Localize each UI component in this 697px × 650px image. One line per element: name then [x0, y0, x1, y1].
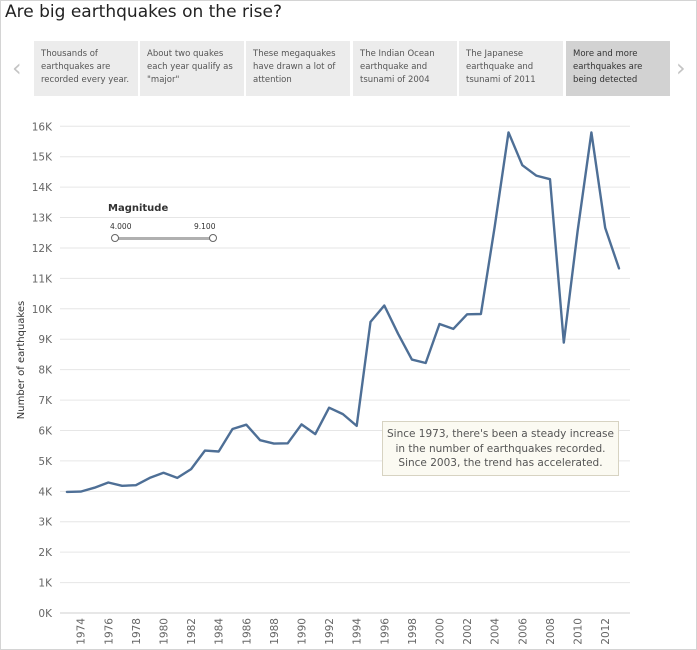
y-tick-label: 2K	[38, 547, 53, 559]
series-lines	[65, 131, 621, 494]
x-tick-label: 1988	[269, 618, 281, 645]
annotation-line-3: Since 2003, the trend has accelerated.	[398, 457, 603, 469]
y-tick-label: 13K	[32, 213, 53, 225]
y-tick-label: 10K	[32, 304, 53, 316]
story-point-4[interactable]: The Indian Ocean earthquake and tsunami …	[353, 41, 457, 96]
x-tick-label: 1996	[379, 618, 391, 645]
y-tick-label: 1K	[38, 578, 53, 590]
x-tick-label: 1998	[407, 618, 419, 645]
y-tick-label: 8K	[38, 365, 53, 377]
y-tick-label: 7K	[38, 395, 53, 407]
x-tick-label: 2008	[545, 618, 557, 645]
annotation-line-2: in the number of earthquakes recorded.	[395, 442, 606, 455]
magnitude-max-label: 9.100	[194, 222, 216, 231]
x-tick-label: 2010	[573, 618, 585, 645]
series-line	[65, 131, 621, 494]
magnitude-slider-track[interactable]	[113, 237, 213, 240]
y-tick-label: 11K	[32, 273, 53, 285]
x-tick-label: 1986	[241, 618, 253, 645]
chevron-right-icon[interactable]: ›	[676, 54, 686, 82]
x-tick-label: 1984	[214, 618, 226, 645]
magnitude-slider-max-handle[interactable]	[209, 234, 217, 242]
y-tick-label: 15K	[32, 152, 53, 164]
magnitude-min-label: 4.000	[110, 222, 132, 231]
x-tick-label: 1974	[76, 618, 88, 645]
x-tick-label: 1978	[131, 618, 143, 645]
x-tick-label: 1976	[103, 618, 115, 645]
story-point-5[interactable]: The Japanese earthquake and tsunami of 2…	[459, 41, 563, 96]
y-tick-label: 4K	[38, 486, 53, 498]
x-tick-label: 1994	[352, 618, 364, 645]
x-tick-label: 1992	[324, 618, 336, 645]
x-tick-label: 2004	[490, 618, 502, 645]
story-point-2[interactable]: About two quakes each year qualify as "m…	[140, 41, 244, 96]
y-tick-label: 0K	[38, 608, 53, 620]
gridlines	[60, 125, 630, 614]
y-tick-label: 6K	[38, 425, 53, 437]
story-point-6-active[interactable]: More and more earthquakes are being dete…	[566, 41, 670, 96]
x-tick-label: 2006	[517, 618, 529, 645]
annotation-line-1: Since 1973, there's been a steady increa…	[387, 428, 614, 440]
y-tick-label: 5K	[38, 456, 53, 468]
x-tick-label: 2000	[435, 618, 447, 645]
y-axis-label: Number of earthquakes	[16, 301, 27, 419]
y-axis-ticks: 0K 1K 2K 3K 4K 5K 6K 7K 8K 9K 10K 11K 12K 13K 14K 15K 16…	[32, 121, 53, 620]
trend-annotation: Since 1973, there's been a steady increa…	[382, 421, 619, 476]
magnitude-filter-title: Magnitude	[108, 203, 169, 214]
magnitude-slider-min-handle[interactable]	[111, 234, 119, 242]
story-point-1[interactable]: Thousands of earthquakes are recorded ev…	[34, 41, 138, 96]
x-tick-label: 2002	[462, 618, 474, 645]
x-tick-label: 1982	[186, 618, 198, 645]
x-tick-label: 1980	[159, 618, 171, 645]
y-tick-label: 16K	[32, 121, 53, 133]
page-title: Are big earthquakes on the rise?	[5, 2, 282, 22]
y-tick-label: 14K	[32, 182, 53, 194]
x-axis-ticks: 1974 1976 1978 1980 1982 1984 1986 1988 1990 1992…	[76, 618, 612, 645]
chevron-left-icon[interactable]: ‹	[12, 54, 22, 82]
y-tick-label: 9K	[38, 334, 53, 346]
y-tick-label: 12K	[32, 243, 53, 255]
x-tick-label: 1990	[297, 618, 309, 645]
x-tick-label: 2012	[600, 618, 612, 645]
y-tick-label: 3K	[38, 517, 53, 529]
story-point-3[interactable]: These megaquakes have drawn a lot of att…	[246, 41, 350, 96]
